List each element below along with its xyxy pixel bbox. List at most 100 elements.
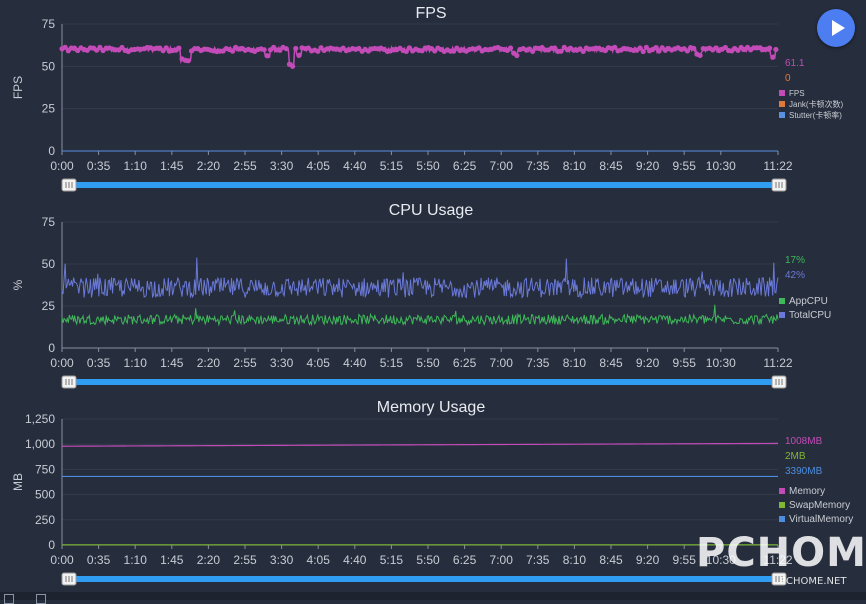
x-tick-label: 4:40 xyxy=(343,159,367,173)
fps-point xyxy=(97,44,103,50)
x-tick-label: 7:35 xyxy=(526,553,550,567)
legend-label: Jank(卡顿次数) xyxy=(789,99,844,109)
y-tick-label: 1,000 xyxy=(25,437,55,451)
fps-point xyxy=(558,48,564,54)
y-tick-label: 50 xyxy=(42,257,56,271)
current-value: 3390MB xyxy=(785,466,823,477)
y-tick-label: 0 xyxy=(48,144,55,158)
x-tick-label: 2:20 xyxy=(197,159,221,173)
current-value: 17% xyxy=(785,255,805,266)
legend-label: VirtualMemory xyxy=(789,514,853,525)
time-range-slider xyxy=(62,379,786,385)
x-tick-label: 8:10 xyxy=(563,553,587,567)
fps-point xyxy=(773,46,779,53)
play-button[interactable] xyxy=(817,9,855,47)
x-tick-label: 1:10 xyxy=(124,159,148,173)
x-tick-label: 8:45 xyxy=(599,553,623,567)
x-tick-label: 0:35 xyxy=(87,553,111,567)
fps-point xyxy=(552,45,558,51)
x-tick-label: 10:30 xyxy=(706,159,736,173)
fps-point xyxy=(612,44,618,50)
legend-swatch xyxy=(779,298,785,304)
x-tick-label: 4:40 xyxy=(343,356,367,370)
x-tick-label: 8:10 xyxy=(563,356,587,370)
x-tick-label: 1:45 xyxy=(160,159,184,173)
x-tick-label: 1:10 xyxy=(124,356,148,370)
y-tick-label: 0 xyxy=(48,538,55,552)
fps-point xyxy=(637,45,643,51)
y-tick-label: 250 xyxy=(35,513,55,527)
x-tick-label: 8:45 xyxy=(599,356,623,370)
x-tick-label: 10:30 xyxy=(706,356,736,370)
x-tick-label: 10:30 xyxy=(706,553,736,567)
x-tick-label: 3:30 xyxy=(270,553,294,567)
fps-point xyxy=(62,44,68,50)
legend-swatch xyxy=(779,312,785,318)
x-tick-label: 9:20 xyxy=(636,356,660,370)
current-value: 0 xyxy=(785,73,791,84)
fps-point xyxy=(315,48,321,54)
chart-title: CPU Usage xyxy=(389,202,474,219)
x-tick-label: 4:05 xyxy=(307,553,331,567)
x-tick-label: 11:22 xyxy=(763,553,792,567)
fps-point xyxy=(403,48,409,55)
x-tick-label: 0:35 xyxy=(87,356,111,370)
x-tick-label: 5:50 xyxy=(416,553,440,567)
x-tick-label: 9:55 xyxy=(673,356,697,370)
footer-checkbox-1[interactable] xyxy=(4,594,14,604)
footer-checkbox-2[interactable] xyxy=(36,594,46,604)
fps-point xyxy=(766,45,773,51)
time-range-slider xyxy=(62,182,786,188)
x-tick-label: 4:05 xyxy=(307,159,331,173)
x-tick-label: 7:00 xyxy=(490,159,514,173)
x-tick-label: 5:50 xyxy=(416,356,440,370)
x-tick-label: 3:30 xyxy=(270,356,294,370)
fps-point xyxy=(530,48,536,54)
fps-point xyxy=(514,52,520,59)
x-tick-label: 6:25 xyxy=(453,553,477,567)
y-tick-label: 750 xyxy=(35,462,55,476)
current-value: 61.1 xyxy=(785,58,805,69)
x-tick-label: 8:45 xyxy=(599,159,623,173)
x-tick-label: 1:10 xyxy=(124,553,148,567)
fps-point xyxy=(770,54,776,60)
fps-point xyxy=(656,48,662,54)
y-axis-label: MB xyxy=(11,473,25,491)
fps-point xyxy=(296,52,302,59)
chart-title: FPS xyxy=(415,5,446,22)
legend-label: Stutter(卡顿率) xyxy=(789,110,842,120)
legend-label: FPS xyxy=(789,89,805,98)
legend-swatch xyxy=(779,502,785,508)
y-tick-label: 0 xyxy=(48,341,55,355)
fps-point xyxy=(640,48,646,55)
footer-bar xyxy=(0,592,866,600)
fps-point xyxy=(507,45,514,51)
fps-point xyxy=(185,58,191,64)
y-tick-label: 75 xyxy=(42,215,56,229)
fps-point xyxy=(289,63,296,69)
x-tick-label: 4:05 xyxy=(307,356,331,370)
legend-swatch xyxy=(779,112,785,118)
y-tick-label: 500 xyxy=(35,488,55,502)
current-value: 1008MB xyxy=(785,436,823,447)
x-tick-label: 5:15 xyxy=(380,356,404,370)
series-line-appcpu xyxy=(61,304,779,327)
x-tick-label: 4:40 xyxy=(343,553,367,567)
fps-point xyxy=(697,52,703,59)
fps-point xyxy=(580,48,586,55)
x-tick-label: 2:20 xyxy=(197,356,221,370)
fps-point xyxy=(653,45,659,51)
x-tick-label: 9:20 xyxy=(636,553,660,567)
series-line-totalcpu xyxy=(61,257,779,300)
fps-point xyxy=(264,53,270,59)
legend-swatch xyxy=(779,516,785,522)
y-tick-label: 1,250 xyxy=(25,412,55,426)
y-tick-label: 25 xyxy=(42,299,56,313)
fps-point xyxy=(261,47,267,53)
x-tick-label: 1:45 xyxy=(160,356,184,370)
watermark-url: PCHOME.NET xyxy=(780,576,847,587)
x-tick-label: 7:35 xyxy=(526,159,550,173)
x-tick-label: 6:25 xyxy=(453,159,477,173)
fps-point xyxy=(691,45,697,51)
